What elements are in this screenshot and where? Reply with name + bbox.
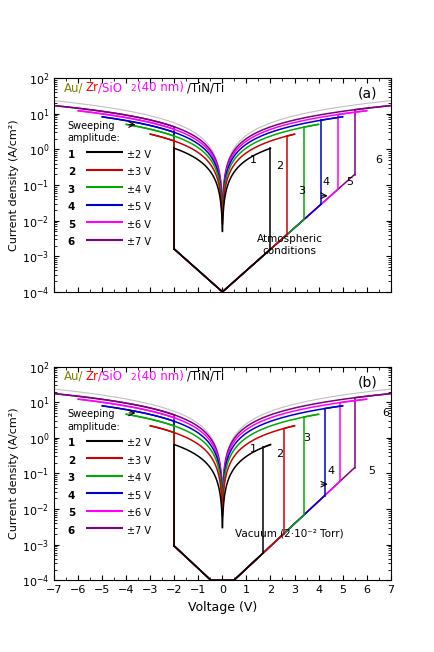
Text: 6: 6 <box>382 408 389 418</box>
Text: ±4 V: ±4 V <box>127 185 151 195</box>
Text: 2: 2 <box>276 449 284 459</box>
Text: 2: 2 <box>68 168 75 177</box>
Text: 4: 4 <box>68 202 75 213</box>
Text: ±4 V: ±4 V <box>127 473 151 483</box>
Text: 5: 5 <box>68 220 75 230</box>
Y-axis label: Current density (A/cm²): Current density (A/cm²) <box>9 119 19 251</box>
Text: 4: 4 <box>322 177 329 187</box>
Text: 5: 5 <box>346 177 353 187</box>
Text: ±6 V: ±6 V <box>127 220 151 230</box>
Text: Sweeping
amplitude:: Sweeping amplitude: <box>68 409 121 432</box>
Text: Sweeping
amplitude:: Sweeping amplitude: <box>68 121 121 143</box>
Text: Vacuum (2·10⁻² Torr): Vacuum (2·10⁻² Torr) <box>235 528 344 539</box>
Text: (a): (a) <box>358 87 377 101</box>
Y-axis label: Current density (A/cm²): Current density (A/cm²) <box>9 408 19 539</box>
Text: 1: 1 <box>250 443 257 454</box>
Text: 3: 3 <box>298 186 305 196</box>
Text: ±5 V: ±5 V <box>127 491 151 501</box>
Text: 6: 6 <box>68 237 75 247</box>
Text: (40 nm): (40 nm) <box>137 370 184 383</box>
Text: 2: 2 <box>130 84 135 93</box>
Text: Zr: Zr <box>85 370 98 383</box>
Text: /TiN/Ti: /TiN/Ti <box>187 370 224 383</box>
Text: 2: 2 <box>130 373 135 381</box>
Text: 3: 3 <box>68 185 75 195</box>
Text: 5: 5 <box>68 509 75 518</box>
Text: Au/: Au/ <box>64 370 84 383</box>
Text: Atmospheric
conditions: Atmospheric conditions <box>257 234 322 256</box>
Text: 1: 1 <box>68 438 75 448</box>
Text: ±3 V: ±3 V <box>127 168 151 177</box>
Text: ±6 V: ±6 V <box>127 509 151 518</box>
Text: ±7 V: ±7 V <box>127 237 151 247</box>
Text: ±5 V: ±5 V <box>127 202 151 213</box>
Text: ±7 V: ±7 V <box>127 526 151 536</box>
Text: 2: 2 <box>276 160 284 171</box>
Text: 2: 2 <box>68 456 75 466</box>
Text: (b): (b) <box>357 375 377 389</box>
Text: /SiO: /SiO <box>98 82 122 95</box>
Text: 6: 6 <box>68 526 75 536</box>
Text: ±2 V: ±2 V <box>127 150 151 160</box>
Text: 5: 5 <box>368 466 375 476</box>
Text: /TiN/Ti: /TiN/Ti <box>187 82 224 95</box>
Text: 6: 6 <box>375 155 382 165</box>
Text: 3: 3 <box>303 433 310 443</box>
X-axis label: Voltage (V): Voltage (V) <box>188 600 257 614</box>
Text: 4: 4 <box>327 466 334 476</box>
Text: /SiO: /SiO <box>98 370 122 383</box>
Text: ±3 V: ±3 V <box>127 456 151 466</box>
Text: 1: 1 <box>250 155 257 165</box>
Text: 4: 4 <box>68 491 75 501</box>
Text: Zr: Zr <box>85 82 98 95</box>
Text: ±2 V: ±2 V <box>127 438 151 448</box>
Text: 3: 3 <box>68 473 75 483</box>
Text: Au/: Au/ <box>64 82 84 95</box>
Text: (40 nm): (40 nm) <box>137 82 184 95</box>
Text: 1: 1 <box>68 150 75 160</box>
